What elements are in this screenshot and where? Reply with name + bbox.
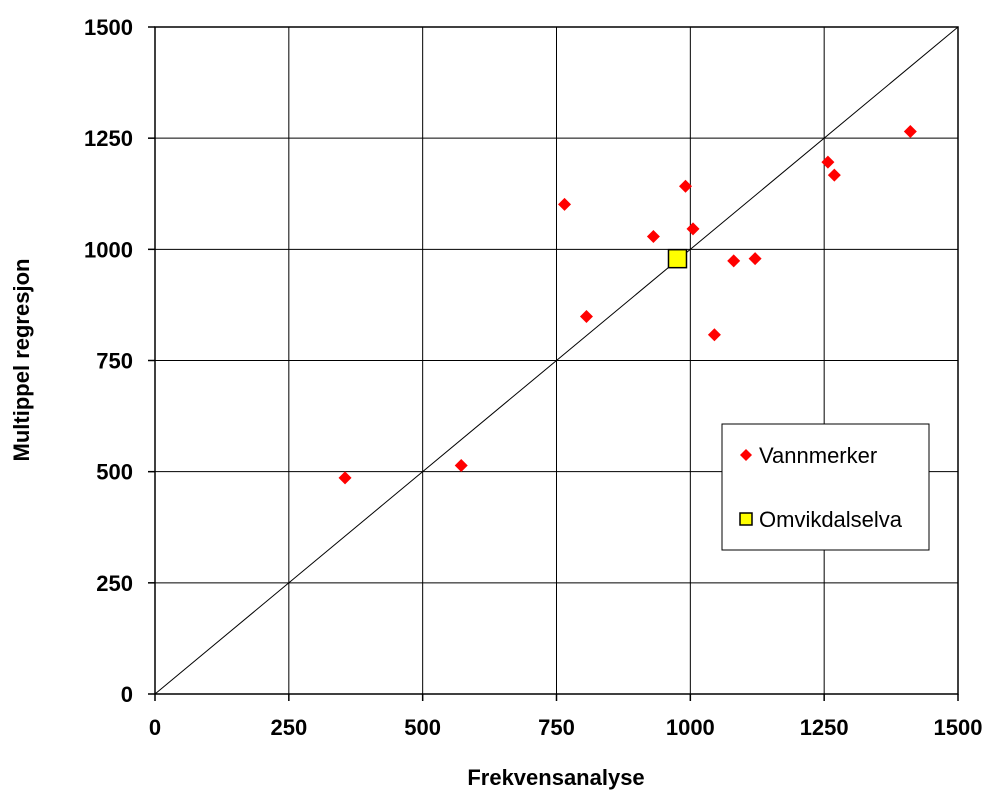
x-tick-label: 750	[538, 715, 575, 740]
y-tick-label: 0	[121, 682, 133, 707]
legend-diamond-icon	[740, 449, 752, 461]
scatter-point-vannmerker	[338, 471, 352, 485]
scatter-point-vannmerker	[748, 252, 762, 266]
y-axis-title: Multippel regresjon	[9, 259, 34, 462]
legend: Vannmerker Omvikdalselva	[721, 423, 930, 551]
scatter-point-vannmerker	[821, 155, 835, 169]
y-axis-ticks: 0 250 500 750 1000 1250 1500	[84, 15, 155, 707]
x-tick-label: 0	[149, 715, 161, 740]
scatter-point-vannmerker	[454, 458, 468, 472]
legend-label-vannmerker: Vannmerker	[759, 443, 877, 468]
reference-line	[154, 26, 959, 695]
scatter-point-vannmerker	[903, 124, 917, 138]
scatter-point-vannmerker	[686, 222, 700, 236]
y-tick-label: 250	[96, 571, 133, 596]
y-tick-label: 750	[96, 349, 133, 374]
scatter-point-vannmerker	[579, 309, 593, 323]
scatter-point-vannmerker	[827, 168, 841, 182]
plot-border	[154, 26, 959, 695]
scatter-point-vannmerker	[646, 229, 660, 243]
x-tick-label: 250	[270, 715, 307, 740]
y-tick-label: 1500	[84, 15, 133, 40]
legend-box	[721, 423, 930, 551]
scatter-point-omvikdalselva	[667, 248, 688, 269]
scatter-point-vannmerker	[727, 254, 741, 268]
x-axis-ticks: 0 250 500 750 1000 1250 1500	[149, 694, 983, 740]
y-tick-label: 1250	[84, 126, 133, 151]
x-tick-label: 1000	[666, 715, 715, 740]
scatter-point-vannmerker	[707, 328, 721, 342]
scatter-point-vannmerker	[679, 179, 693, 193]
x-tick-label: 1500	[934, 715, 983, 740]
y-tick-label: 500	[96, 460, 133, 485]
x-axis-title: Frekvensanalyse	[467, 765, 644, 790]
scatter-point-vannmerker	[558, 197, 572, 211]
x-tick-label: 1250	[800, 715, 849, 740]
x-tick-label: 500	[404, 715, 441, 740]
y-tick-label: 1000	[84, 237, 133, 262]
legend-square-icon	[739, 512, 753, 526]
legend-label-omvikdalselva: Omvikdalselva	[759, 507, 903, 532]
data-points	[338, 124, 917, 485]
